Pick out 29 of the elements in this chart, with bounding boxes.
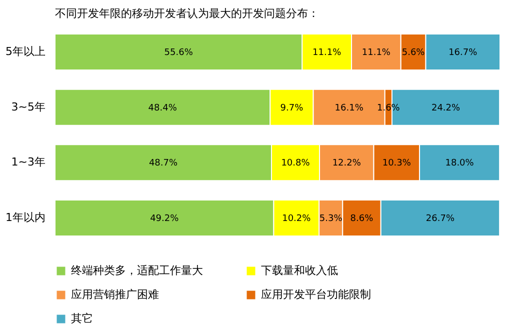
data-label: 11.1% [362, 48, 391, 58]
data-label: 49.2% [150, 214, 180, 224]
y-tick-label: 5年以上 [6, 45, 46, 58]
legend-label: 终端种类多，适配工作量大 [71, 264, 203, 277]
y-tick-label: 3~5年 [11, 100, 46, 114]
data-label: 11.1% [312, 48, 342, 58]
data-label: 10.3% [382, 158, 412, 169]
data-label: 16.7% [448, 48, 478, 58]
y-tick-label: 1年以内 [6, 210, 46, 224]
data-label: 5.3% [319, 214, 343, 224]
y-tick-label: 1~3年 [11, 156, 46, 169]
data-label: 10.8% [281, 158, 310, 169]
data-label: 48.7% [148, 158, 178, 169]
data-label: 55.6% [164, 48, 194, 58]
legend-label: 应用开发平台功能限制 [261, 288, 371, 301]
data-label: 9.7% [280, 103, 304, 114]
data-label: 12.2% [332, 158, 362, 169]
data-label: 8.6% [350, 214, 374, 224]
data-label: 5.6% [402, 48, 426, 58]
data-label: 18.0% [445, 158, 474, 169]
data-label: 48.4% [148, 103, 178, 114]
data-label: 26.7% [426, 214, 455, 224]
data-label: 16.1% [334, 103, 364, 114]
legend-label: 应用营销推广困难 [71, 288, 159, 301]
legend-label: 其它 [71, 312, 93, 325]
chart-title: 不同开发年限的移动开发者认为最大的开发问题分布： [55, 7, 319, 20]
legend-label: 下载量和收入低 [261, 264, 338, 277]
data-label: 24.2% [431, 103, 461, 114]
data-label: 10.2% [282, 214, 312, 224]
